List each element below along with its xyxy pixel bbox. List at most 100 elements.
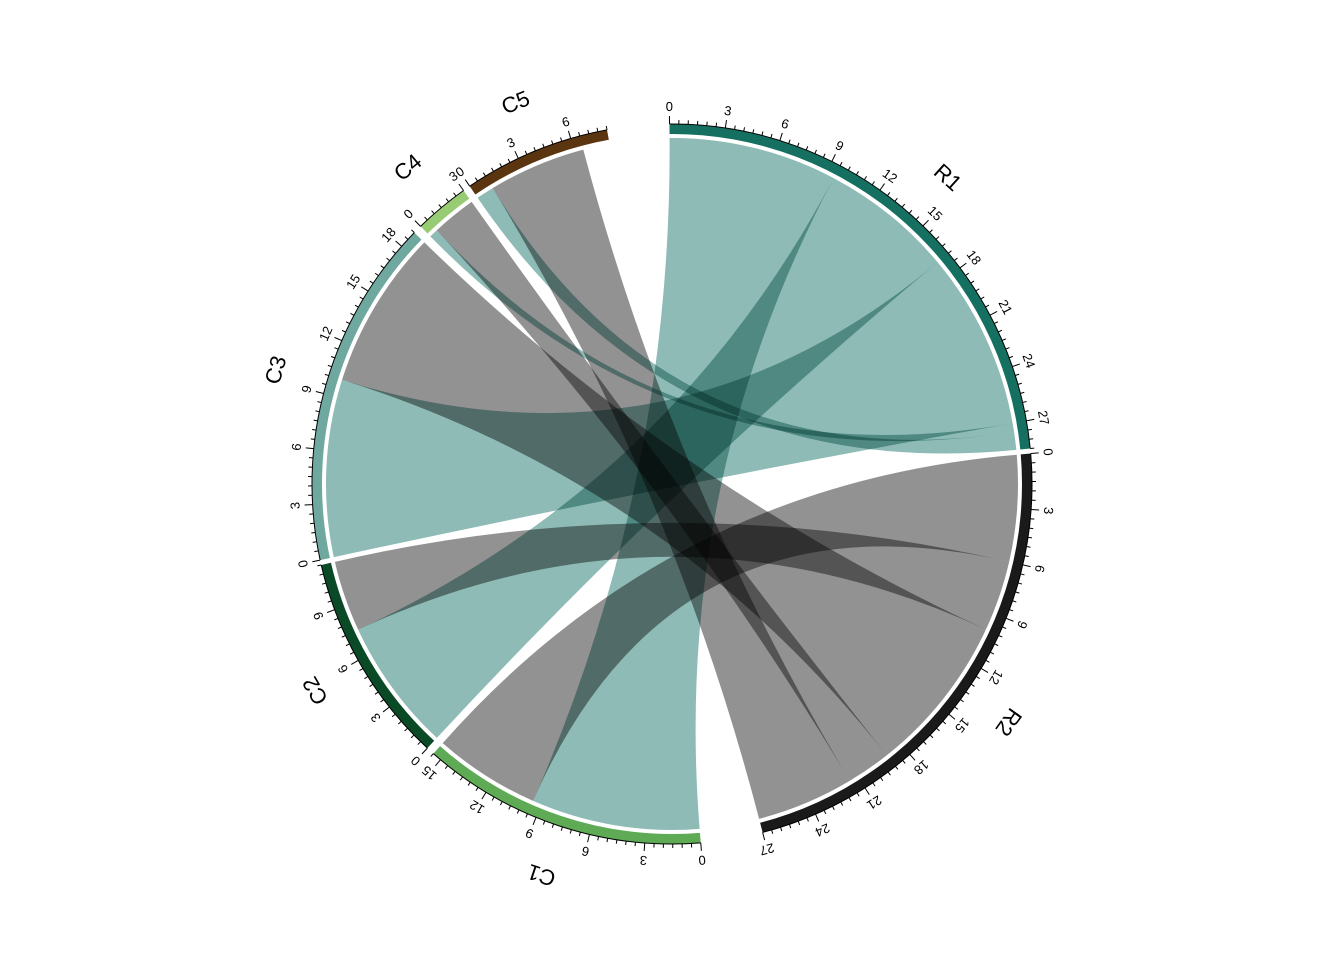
minor-tick	[551, 823, 555, 828]
minor-tick	[319, 573, 324, 576]
minor-tick	[994, 643, 999, 647]
minor-tick	[311, 531, 316, 534]
minor-tick	[431, 210, 435, 215]
minor-tick	[491, 796, 495, 801]
minor-tick	[317, 401, 322, 404]
tick-label: 12	[467, 797, 487, 817]
minor-tick	[1027, 428, 1032, 431]
major-tick	[395, 240, 402, 247]
minor-tick	[1009, 609, 1014, 612]
minor-tick	[397, 720, 402, 725]
minor-tick	[315, 410, 320, 413]
major-tick	[315, 391, 324, 394]
minor-tick	[350, 313, 355, 316]
minor-tick	[322, 382, 327, 385]
tick-label: 15	[419, 763, 440, 784]
major-tick	[361, 286, 369, 292]
minor-tick	[312, 541, 317, 543]
tick-label: 3	[639, 853, 647, 869]
minor-tick	[1022, 401, 1027, 403]
minor-tick	[752, 129, 755, 134]
minor-tick	[761, 131, 764, 136]
minor-tick	[542, 143, 545, 148]
minor-tick	[960, 699, 964, 703]
minor-tick	[374, 691, 379, 695]
minor-tick	[953, 257, 958, 261]
link-r2-c5	[492, 149, 850, 819]
minor-tick	[391, 713, 396, 718]
minor-tick	[369, 683, 374, 687]
minor-tick	[1024, 410, 1029, 413]
minor-tick	[832, 806, 835, 811]
major-tick	[458, 183, 464, 191]
tick-label: 12	[880, 166, 900, 187]
minor-tick	[1029, 438, 1034, 440]
tick-label: 15	[343, 272, 363, 292]
minor-tick	[1024, 555, 1029, 558]
minor-tick	[954, 706, 959, 710]
minor-tick	[386, 257, 390, 262]
link-r1-c3	[325, 262, 1013, 558]
minor-tick	[895, 765, 899, 770]
minor-tick	[359, 296, 364, 300]
minor-tick	[516, 809, 520, 814]
minor-tick	[345, 643, 350, 647]
tick-label: 9	[310, 610, 327, 622]
minor-tick	[606, 838, 609, 843]
minor-tick	[324, 591, 329, 594]
minor-tick	[797, 142, 800, 147]
minor-tick	[788, 139, 791, 144]
sector-label-c3: C3	[260, 353, 292, 387]
major-tick	[831, 154, 836, 162]
tick-label: 3	[504, 134, 517, 151]
minor-tick	[404, 236, 409, 240]
major-tick	[464, 179, 471, 187]
tick-label: 6	[560, 114, 571, 130]
major-tick	[922, 219, 929, 227]
minor-tick	[1015, 373, 1020, 376]
minor-tick	[444, 765, 449, 770]
sector-axis-c3	[311, 232, 415, 561]
major-tick	[815, 813, 820, 822]
minor-tick	[887, 192, 891, 196]
sector-axis-r1	[669, 123, 1031, 449]
minor-tick	[985, 304, 990, 308]
tick-label: 6	[1032, 564, 1048, 574]
minor-tick	[894, 197, 898, 202]
minor-tick	[499, 801, 503, 806]
minor-tick	[327, 364, 332, 368]
minor-tick	[424, 216, 428, 221]
tick-label: 6	[580, 843, 590, 859]
major-tick	[700, 842, 702, 851]
minor-tick	[369, 280, 374, 284]
minor-tick	[404, 727, 408, 732]
major-tick	[989, 311, 998, 316]
major-tick	[421, 747, 428, 755]
tick-label: 6	[779, 116, 790, 132]
minor-tick	[474, 177, 478, 182]
major-tick	[334, 336, 343, 342]
major-tick	[1031, 508, 1040, 511]
minor-tick	[985, 659, 990, 663]
sector-track-c2	[321, 562, 435, 749]
minor-tick	[321, 582, 327, 585]
minor-tick	[902, 760, 906, 764]
sector-tracks	[311, 124, 1033, 844]
minor-tick	[780, 827, 783, 832]
minor-tick	[863, 176, 867, 180]
minor-tick	[1020, 391, 1025, 394]
tick-label: 0	[666, 99, 673, 114]
sector-label-c2: C2	[297, 672, 333, 709]
sector-axis-c1	[433, 753, 701, 845]
major-tick	[1012, 363, 1021, 368]
sector-label-c4: C4	[389, 149, 427, 186]
minor-tick	[1027, 536, 1033, 539]
sector-label-c5: C5	[498, 85, 534, 119]
minor-tick	[797, 820, 801, 826]
major-tick	[414, 220, 421, 227]
minor-tick	[975, 288, 980, 292]
minor-tick	[587, 129, 590, 134]
minor-tick	[380, 265, 385, 269]
minor-tick	[313, 419, 318, 422]
minor-tick	[542, 820, 546, 825]
